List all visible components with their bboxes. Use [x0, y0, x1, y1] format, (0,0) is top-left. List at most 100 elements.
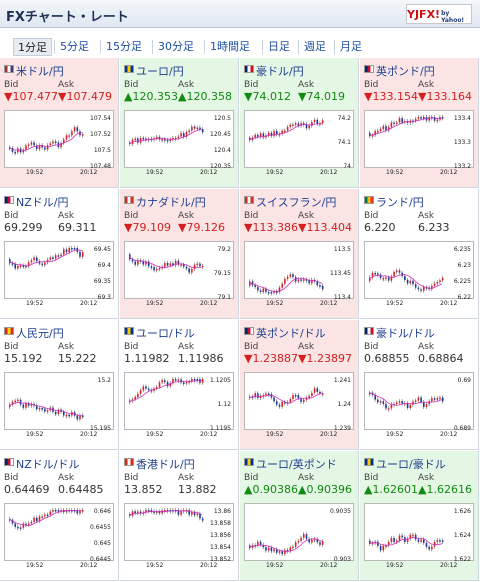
candle [414, 534, 417, 540]
mini-candlestick-chart[interactable]: 0.646 0.6455 0.645 0.6445 [4, 503, 114, 563]
rate-card[interactable]: 英ポンド/円 Bid Ask ▼133.154 ▼133.164 133.4 133.3 13… [360, 58, 479, 188]
tab-30min[interactable]: 30分足 [158, 40, 194, 53]
pair-name[interactable]: 豪ドル/ドル [376, 327, 435, 340]
rate-card[interactable]: 米ドル/円 Bid Ask ▼107.477 ▼107.479 107.54 107.52 1… [0, 58, 119, 188]
pair-name[interactable]: スイスフラン/円 [256, 196, 337, 209]
pair-name[interactable]: 英ポンド/円 [376, 65, 435, 78]
candle [374, 131, 376, 136]
rate-card[interactable]: 人民元/円 Bid Ask 15.192 15.222 15.2 15.195 19:52 20… [0, 320, 119, 450]
rate-card[interactable]: ユーロ/豪ドル Bid Ask ▲1.62601 ▲1.62616 1.626 1.624 1… [360, 451, 479, 581]
y-tick-label: 79.2 [217, 246, 231, 253]
mini-candlestick-chart[interactable]: 1.626 1.624 1.622 [364, 503, 474, 563]
candle [436, 540, 439, 542]
candle [316, 538, 319, 543]
pair-name[interactable]: 人民元/円 [16, 327, 64, 340]
flag-eu-icon [124, 65, 134, 73]
candle [259, 395, 262, 399]
candle [68, 248, 70, 253]
mini-candlestick-chart[interactable]: 113.5 113.45 113.4 [244, 241, 354, 301]
candle [425, 542, 428, 547]
tab-5min[interactable]: 5分足 [60, 40, 89, 53]
mini-candlestick-chart[interactable]: 74.2 74.1 74 [244, 110, 354, 170]
rate-card[interactable]: NZドル/ドル Bid Ask 0.64469 0.64485 0.646 0.6455 0.… [0, 451, 119, 581]
pair-name[interactable]: 香港ドル/円 [136, 458, 195, 471]
candle [303, 399, 305, 402]
mini-candlestick-chart[interactable]: 107.54 107.52 107.5 107.48 [4, 110, 114, 170]
candle [201, 518, 204, 521]
mini-candlestick-chart[interactable]: 1.1205 1.12 1.1195 [124, 372, 234, 432]
flag-nz-icon [4, 458, 14, 466]
rate-card[interactable]: ユーロ/ドル Bid Ask 1.11982 1.11986 1.1205 1.12 1.11… [120, 320, 239, 450]
rate-card[interactable]: ランド/円 Bid Ask 6.220 6.233 6.235 6.23 6.225 6.22 1… [360, 189, 479, 319]
candle [396, 122, 398, 124]
candle [300, 123, 302, 126]
y-tick-label: 1.624 [453, 532, 471, 539]
rate-card[interactable]: ユーロ/英ポンド Bid Ask ▲0.90386 ▲0.90396 0.9035 0.90… [240, 451, 359, 581]
mini-candlestick-chart[interactable]: 69.45 69.4 69.35 69.3 [4, 241, 114, 301]
candle [393, 271, 395, 277]
moving-average-line [248, 122, 323, 140]
candle [46, 145, 49, 150]
candle [420, 117, 422, 119]
mini-candlestick-chart[interactable]: 13.86 13.858 13.856 13.854 13.852 [124, 503, 234, 563]
chart-canvas [248, 386, 324, 409]
mini-candlestick-chart[interactable]: 133.4 133.3 133.2 [364, 110, 474, 170]
candle [201, 265, 204, 268]
mini-candlestick-chart[interactable]: 0.9035 0.903 [244, 503, 354, 563]
mini-candlestick-chart[interactable]: 1.241 1.24 1.239 [244, 372, 354, 432]
pair-name[interactable]: NZドル/ドル [16, 458, 80, 471]
tab-1min[interactable]: 1分足 [13, 38, 52, 56]
candle [406, 538, 409, 543]
rate-card[interactable]: カナダドル/円 Bid Ask ▼79.109 ▼79.126 79.2 79.15 79.1… [120, 189, 239, 319]
y-tick-label: 0.646 [93, 508, 111, 515]
candle [294, 542, 297, 547]
tab-daily[interactable]: 日足 [268, 40, 290, 53]
ask-label: Ask [418, 211, 435, 221]
pair-name[interactable]: 英ポンド/ドル [256, 327, 326, 340]
x-tick-label: 19:52 [386, 169, 404, 176]
rate-card[interactable]: 香港ドル/円 Bid Ask 13.852 13.882 13.86 13.858 13.85… [120, 451, 239, 581]
candle [25, 145, 27, 150]
candle [387, 277, 390, 281]
pair-name[interactable]: ランド/円 [376, 196, 424, 209]
pair-name[interactable]: ユーロ/円 [136, 65, 184, 78]
rate-card[interactable]: 豪ドル/円 Bid Ask ▼74.012 ▼74.019 74.2 74.1 74 19:52… [240, 58, 359, 188]
candle [150, 266, 153, 268]
pair-name[interactable]: 米ドル/円 [16, 65, 64, 78]
mini-candlestick-chart[interactable]: 120.5 120.45 120.4 120.35 [124, 110, 234, 170]
candle [185, 381, 188, 384]
candle [286, 549, 289, 552]
y-tick-label: 6.235 [453, 246, 471, 253]
candle [316, 119, 319, 124]
pair-name[interactable]: カナダドル/円 [136, 196, 206, 209]
pair-name[interactable]: ユーロ/豪ドル [376, 458, 446, 471]
pair-name[interactable]: NZドル/円 [16, 196, 69, 209]
candle [25, 523, 27, 526]
tab-monthly[interactable]: 月足 [340, 40, 362, 53]
pair-name[interactable]: ユーロ/英ポンド [256, 458, 337, 471]
candle [166, 262, 169, 266]
rate-card[interactable]: ユーロ/円 Bid Ask ▲120.353 ▲120.358 120.5 120.45 12… [120, 58, 239, 188]
pair-name[interactable]: ユーロ/ドル [136, 327, 195, 340]
candle [33, 517, 35, 522]
mini-candlestick-chart[interactable]: 79.2 79.15 79.1 [124, 241, 234, 301]
yjfx-logo[interactable]: YJFX! by Yahoo! [406, 4, 472, 24]
mini-candlestick-chart[interactable]: 0.69 0.689 [364, 372, 474, 432]
pair-name[interactable]: 豪ドル/円 [256, 65, 304, 78]
tab-weekly[interactable]: 週足 [304, 40, 326, 53]
rate-card[interactable]: 豪ドル/ドル Bid Ask 0.68855 0.68864 0.69 0.689 19:52… [360, 320, 479, 450]
candle [297, 540, 300, 543]
rate-card[interactable]: 英ポンド/ドル Bid Ask ▼1.23887 ▼1.23897 1.241 1.24 1.… [240, 320, 359, 450]
mini-candlestick-chart[interactable]: 6.235 6.23 6.225 6.22 [364, 241, 474, 301]
candle [68, 414, 70, 417]
mini-candlestick-chart[interactable]: 15.2 15.195 [4, 372, 114, 432]
tab-1hour[interactable]: 1時間足 [210, 40, 250, 53]
rate-card[interactable]: NZドル/円 Bid Ask 69.299 69.311 69.45 69.4 69.35 69… [0, 189, 119, 319]
candle [319, 391, 321, 394]
candle [196, 263, 199, 266]
bid-label: Bid [124, 80, 139, 90]
rate-card[interactable]: スイスフラン/円 Bid Ask ▼113.386 ▼113.404 113.5 113.4… [240, 189, 359, 319]
bid-label: Bid [244, 80, 259, 90]
candle [278, 551, 281, 553]
tab-15min[interactable]: 15分足 [106, 40, 142, 53]
